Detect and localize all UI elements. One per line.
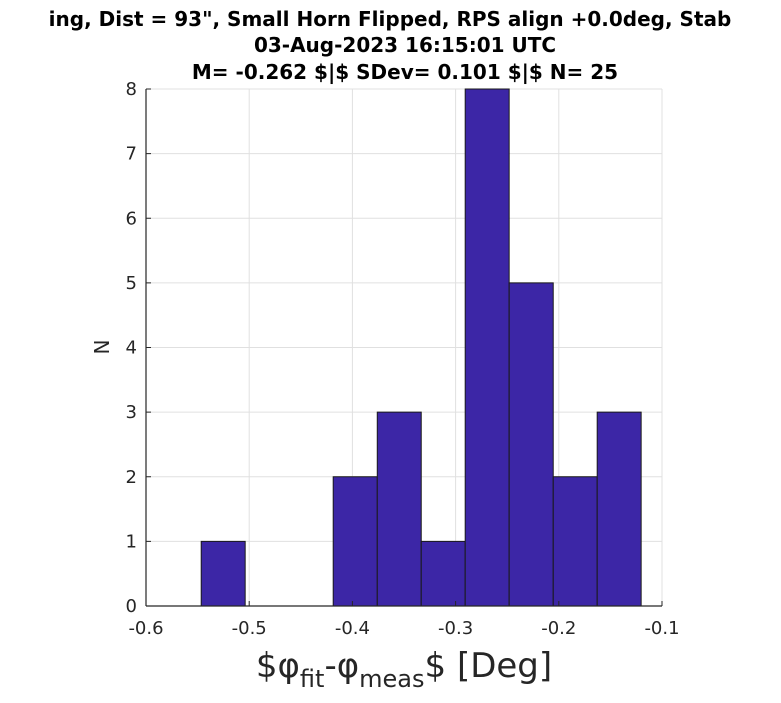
title-line-3: M= -0.262 $|$ SDev= 0.101 $|$ N= 25 [192,60,618,84]
y-tick-label: 0 [126,596,137,617]
x-tick-labels: -0.6 -0.5 -0.4 -0.3 -0.2 -0.1 [128,618,679,639]
histogram-bar [200,540,246,607]
histogram-bar [464,88,510,607]
y-tick-label: 2 [126,467,137,488]
title-line-2: 03-Aug-2023 16:15:01 UTC [254,33,556,57]
x-tick-label: -0.3 [438,618,473,639]
x-axis-label: $φfit-φmeas$ [Deg] [256,646,552,693]
y-tick-labels: 0 1 2 3 4 5 6 7 8 [126,79,137,617]
title-line-1: ing, Dist = 93", Small Horn Flipped, RPS… [49,7,732,31]
y-axis-label: N [90,340,114,355]
histogram-bar [596,411,642,607]
x-tick-label: -0.4 [335,618,370,639]
x-tick-label: -0.5 [232,618,267,639]
y-tick-label: 3 [126,402,137,423]
x-tick-label: -0.2 [541,618,576,639]
x-tick-label: -0.6 [128,618,163,639]
y-tick-label: 4 [126,338,137,359]
grid-lines [145,88,663,607]
chart-title: ing, Dist = 93", Small Horn Flipped, RPS… [49,7,732,84]
axes [145,88,663,607]
histogram-bars [200,88,642,607]
y-tick-label: 5 [126,273,137,294]
histogram-bar [332,476,378,607]
histogram-bar [552,476,598,607]
y-tick-label: 1 [126,531,137,552]
histogram-bar [508,282,554,607]
y-tick-label: 8 [126,79,137,100]
y-tick-label: 7 [126,144,137,165]
histogram-bar [376,411,422,607]
y-tick-label: 6 [126,208,137,229]
x-tick-label: -0.1 [644,618,679,639]
histogram-bar [420,540,466,607]
